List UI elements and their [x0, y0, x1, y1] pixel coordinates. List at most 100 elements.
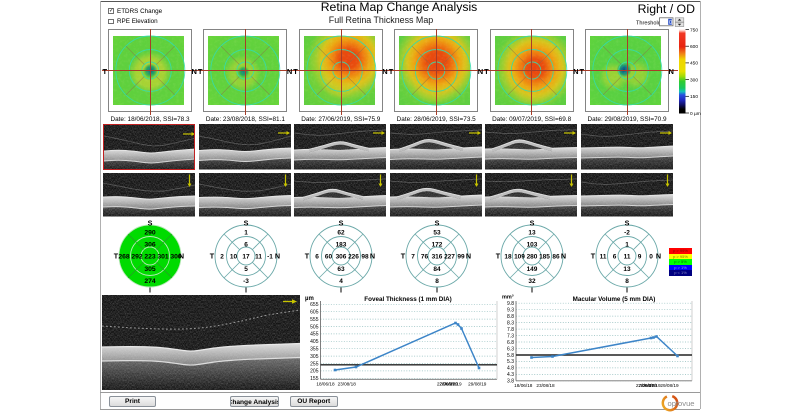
svg-text:600: 600 — [690, 44, 698, 50]
svg-text:N: N — [275, 252, 280, 261]
svg-text:T: T — [305, 252, 310, 261]
svg-text:I: I — [149, 286, 151, 295]
svg-text:6.8: 6.8 — [507, 340, 514, 346]
svg-text:205: 205 — [310, 369, 319, 375]
svg-text:N: N — [370, 252, 375, 261]
svg-text:6.3: 6.3 — [507, 346, 514, 352]
svg-text:60: 60 — [325, 254, 333, 261]
svg-text:9: 9 — [638, 254, 642, 261]
svg-text:7.3: 7.3 — [507, 333, 514, 339]
svg-text:355: 355 — [310, 347, 319, 353]
svg-text:223: 223 — [145, 254, 157, 261]
svg-text:9.3: 9.3 — [507, 308, 514, 314]
svg-text:S: S — [625, 219, 630, 228]
svg-text:300: 300 — [690, 77, 698, 83]
svg-text:280: 280 — [526, 254, 537, 261]
svg-text:109: 109 — [514, 254, 525, 261]
svg-text:185: 185 — [539, 254, 550, 261]
svg-text:9.8: 9.8 — [507, 301, 514, 307]
svg-text:0 µm: 0 µm — [690, 111, 701, 117]
svg-text:N: N — [561, 252, 566, 261]
svg-text:-2: -2 — [624, 230, 630, 237]
svg-text:S: S — [434, 219, 439, 228]
svg-text:98: 98 — [361, 254, 369, 261]
svg-text:84: 84 — [433, 266, 441, 273]
svg-text:N: N — [656, 252, 661, 261]
svg-text:226: 226 — [348, 254, 359, 261]
svg-text:655: 655 — [310, 302, 319, 308]
svg-text:11: 11 — [255, 254, 262, 261]
svg-text:28/06/19: 28/06/19 — [638, 383, 657, 388]
svg-text:305: 305 — [310, 354, 319, 360]
svg-text:S: S — [339, 219, 344, 228]
svg-text:150: 150 — [690, 94, 698, 100]
svg-text:8: 8 — [435, 278, 439, 285]
svg-text:T: T — [209, 252, 214, 261]
svg-text:8: 8 — [625, 278, 629, 285]
svg-text:290: 290 — [145, 230, 157, 237]
svg-text:N: N — [465, 252, 470, 261]
svg-text:53: 53 — [433, 230, 441, 237]
svg-text:Foveal Thickness (1 mm DIA): Foveal Thickness (1 mm DIA) — [364, 296, 451, 303]
svg-text:4.3: 4.3 — [507, 372, 514, 378]
svg-text:86: 86 — [552, 254, 560, 261]
svg-text:-1: -1 — [267, 254, 273, 261]
svg-text:450: 450 — [690, 61, 698, 67]
svg-text:T: T — [496, 252, 501, 261]
svg-text:274: 274 — [145, 278, 157, 285]
svg-text:6: 6 — [244, 242, 248, 249]
svg-text:23/08/18: 23/08/18 — [338, 382, 357, 387]
svg-text:292: 292 — [132, 254, 144, 261]
svg-text:2: 2 — [220, 254, 224, 261]
svg-text:505: 505 — [310, 324, 319, 330]
svg-text:T: T — [400, 252, 405, 261]
svg-text:S: S — [243, 219, 248, 228]
svg-text:6: 6 — [315, 254, 319, 261]
svg-text:S: S — [529, 219, 534, 228]
svg-text:I: I — [245, 286, 247, 295]
svg-text:I: I — [340, 286, 342, 295]
svg-text:1: 1 — [244, 230, 248, 237]
svg-text:255: 255 — [310, 361, 319, 367]
svg-text:11: 11 — [624, 254, 631, 261]
svg-text:555: 555 — [310, 317, 319, 323]
svg-text:306: 306 — [145, 242, 157, 249]
svg-text:305: 305 — [145, 266, 157, 273]
svg-text:301: 301 — [158, 254, 170, 261]
svg-text:µm: µm — [305, 296, 314, 302]
svg-text:T: T — [591, 252, 596, 261]
svg-text:I: I — [436, 286, 438, 295]
svg-text:I: I — [626, 286, 628, 295]
svg-text:32: 32 — [528, 278, 536, 285]
svg-text:7.8: 7.8 — [507, 327, 514, 333]
svg-text:T: T — [114, 252, 119, 261]
svg-text:23/08/18: 23/08/18 — [536, 383, 555, 388]
svg-text:227: 227 — [444, 254, 455, 261]
svg-text:405: 405 — [310, 339, 319, 345]
svg-text:0: 0 — [649, 254, 653, 261]
svg-text:605: 605 — [310, 310, 319, 316]
svg-text:306: 306 — [336, 254, 347, 261]
svg-text:155: 155 — [310, 376, 319, 382]
svg-text:-3: -3 — [243, 278, 249, 285]
svg-text:455: 455 — [310, 332, 319, 338]
svg-text:09/07/19: 09/07/19 — [443, 382, 462, 387]
svg-text:18/06/18: 18/06/18 — [514, 383, 533, 388]
svg-text:27/06/19: 27/06/19 — [437, 382, 456, 387]
svg-text:0: 0 — [669, 20, 672, 26]
svg-text:Macular Volume (5 mm DIA): Macular Volume (5 mm DIA) — [573, 296, 656, 303]
svg-text:Threshold: Threshold — [636, 21, 661, 27]
svg-text:63: 63 — [337, 266, 345, 273]
svg-text:29/08/19: 29/08/19 — [660, 383, 679, 388]
svg-text:103: 103 — [526, 242, 537, 249]
svg-text:300: 300 — [171, 254, 183, 261]
svg-text:4.8: 4.8 — [507, 366, 514, 372]
svg-text:7: 7 — [411, 254, 415, 261]
svg-text:750: 750 — [690, 28, 698, 33]
svg-text:172: 172 — [431, 242, 442, 249]
svg-text:18: 18 — [504, 254, 512, 261]
svg-text:8.8: 8.8 — [507, 314, 514, 320]
svg-text:99: 99 — [457, 254, 465, 261]
svg-text:5.8: 5.8 — [507, 353, 514, 359]
svg-text:N: N — [179, 252, 184, 261]
